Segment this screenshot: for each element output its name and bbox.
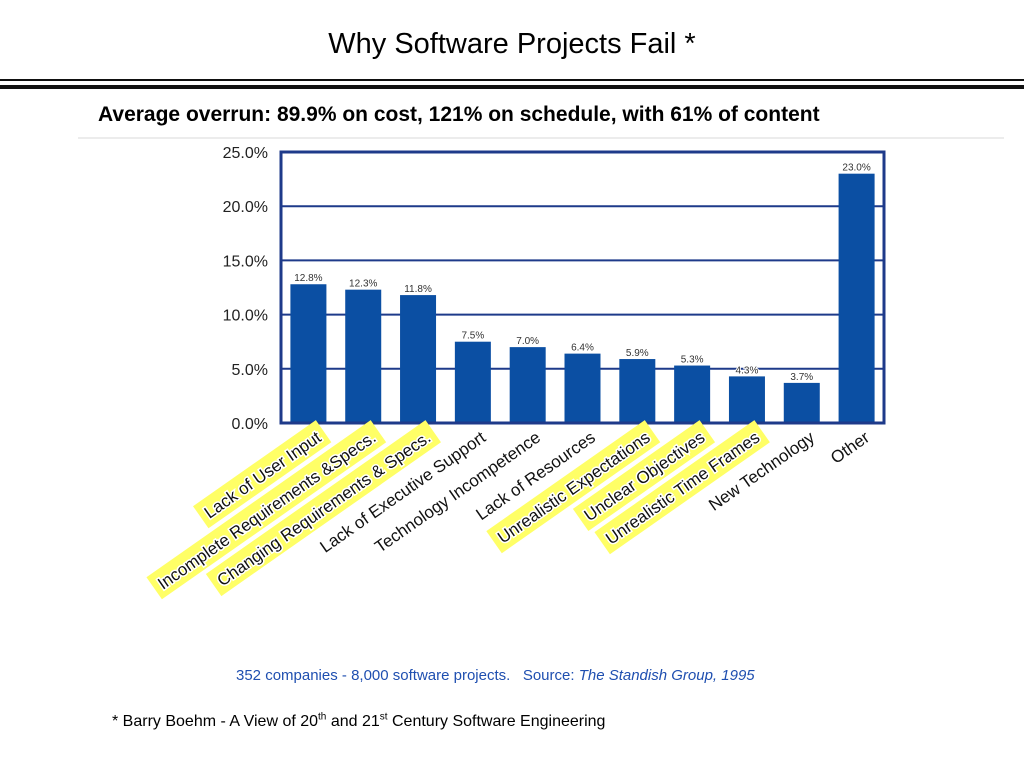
- value-label: 5.9%: [626, 348, 649, 359]
- y-tick-label: 15.0%: [223, 253, 268, 270]
- y-tick-label: 20.0%: [223, 199, 268, 216]
- y-tick-label: 5.0%: [232, 362, 268, 379]
- source-citation: The Standish Group, 1995: [579, 667, 756, 684]
- bar: [564, 353, 601, 423]
- category-label: Other: [826, 426, 875, 469]
- y-tick-label: 10.0%: [223, 308, 268, 325]
- value-label: 3.7%: [790, 372, 813, 383]
- value-label: 7.0%: [516, 336, 539, 347]
- slide-title: Why Software Projects Fail *: [328, 28, 696, 60]
- category-highlight: [594, 420, 770, 555]
- category-highlight: [193, 420, 332, 529]
- bar-chart: 0.0%5.0%10.0%15.0%20.0%25.0% 12.8% 12.3% 1…: [78, 137, 1004, 686]
- bar: [728, 376, 765, 423]
- plot-frame: [279, 150, 886, 425]
- title-rule-bottom: [0, 85, 1024, 89]
- footnote-sup-1: th: [318, 711, 327, 723]
- y-tick-label: 0.0%: [232, 416, 268, 433]
- category-label-text: Incomplete Requirements &Specs.: [154, 428, 379, 594]
- value-label: 5.3%: [681, 355, 704, 366]
- category-highlight: [205, 420, 441, 597]
- title-rule-top: [0, 79, 1024, 81]
- y-axis-ticks: 0.0% 5.0% 10.0% 15.0% 20.0% 25.0%: [223, 145, 268, 433]
- bar: [290, 284, 327, 423]
- bar: [674, 365, 711, 423]
- category-highlight: [146, 420, 387, 600]
- category-highlight: [486, 420, 661, 554]
- bar: [509, 347, 546, 423]
- value-label: 4.3%: [736, 365, 759, 376]
- bar: [454, 341, 491, 423]
- footnote-text-1: * Barry Boehm - A View of 20: [112, 713, 319, 730]
- value-label: 6.4%: [571, 343, 594, 354]
- slide-subtitle: Average overrun: 89.9% on cost, 121% on …: [98, 103, 820, 126]
- value-label: 11.8%: [404, 284, 432, 295]
- category-label: Incomplete Requirements &Specs.: [146, 420, 387, 600]
- value-label: 23.0%: [842, 163, 870, 174]
- bar: [400, 295, 437, 423]
- footnote: * Barry Boehm - A View of 20th and 21st …: [112, 711, 606, 731]
- value-labels: 12.8% 12.3% 11.8% 7.5% 7.0% 6.4% 5.9% 5.3% 4.3% 3…: [293, 162, 872, 384]
- bar: [783, 382, 820, 423]
- value-label: 7.5%: [461, 331, 484, 342]
- category-label-text: Other: [827, 428, 873, 468]
- value-label: 12.3%: [349, 279, 377, 290]
- value-label: 12.8%: [294, 273, 322, 284]
- source-prefix: 352 companies - 8,000 software projects.…: [236, 667, 579, 684]
- source-note: 352 companies - 8,000 software projects.…: [236, 667, 755, 684]
- category-highlight: [572, 420, 716, 532]
- y-tick-label: 25.0%: [223, 145, 268, 162]
- footnote-sup-2: st: [379, 711, 388, 723]
- bar: [838, 173, 875, 423]
- footnote-text-2: and 21: [326, 713, 380, 730]
- footnote-text-3: Century Software Engineering: [387, 713, 606, 730]
- bar: [619, 359, 656, 423]
- bar: [345, 289, 382, 423]
- bars: [290, 173, 875, 423]
